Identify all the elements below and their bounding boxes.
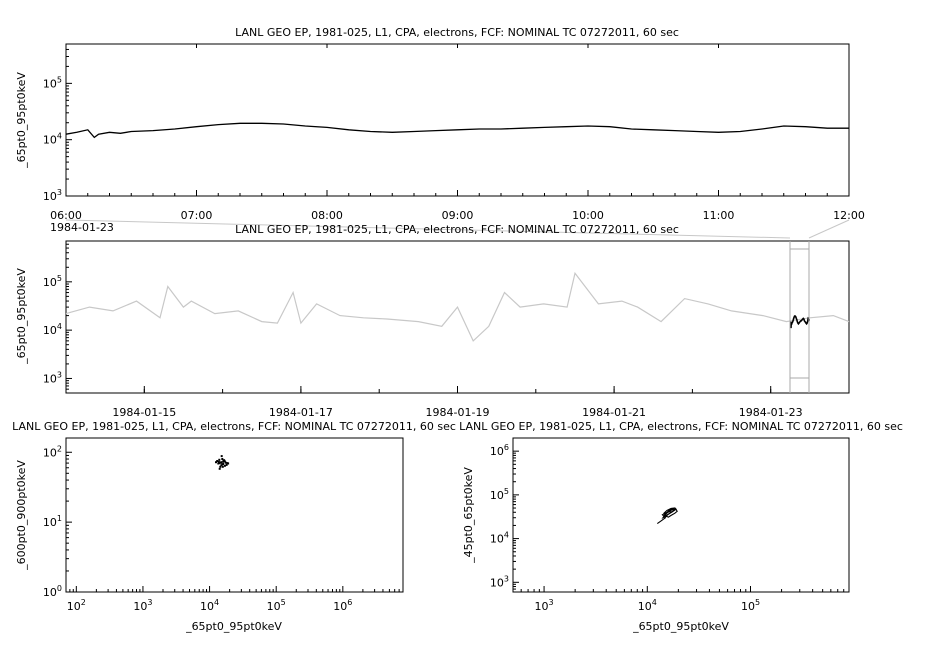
phase-xtick-label-1: 104 bbox=[638, 598, 657, 613]
top-xtick-label-5: 11:00 bbox=[703, 209, 735, 222]
top-y-axis-label: _65pt0_95pt0keV bbox=[15, 72, 28, 169]
context-series bbox=[65, 271, 850, 342]
scatter-point bbox=[219, 461, 222, 464]
phase-x-axis-label: _65pt0_95pt0keV bbox=[632, 620, 729, 633]
phase-panel: LANL GEO EP, 1981-025, L1, CPA, electron… bbox=[459, 420, 903, 633]
scatter-point bbox=[222, 460, 225, 463]
context-y-axis-label: _65pt0_95pt0keV bbox=[15, 268, 28, 365]
scatter-point bbox=[216, 460, 219, 462]
scatter-point bbox=[219, 465, 222, 468]
context-ytick-label-1: 104 bbox=[43, 322, 62, 337]
phase-xtick-label-2: 105 bbox=[741, 598, 760, 613]
zoom-connector-left bbox=[65, 219, 791, 239]
top-chart-title: LANL GEO EP, 1981-025, L1, CPA, electron… bbox=[235, 26, 679, 39]
scatter-xtick-label-0: 102 bbox=[67, 598, 86, 613]
scatter-ytick-label-2: 102 bbox=[43, 444, 62, 459]
top-date-label: 1984-01-23 bbox=[50, 221, 114, 234]
top-plot-frame bbox=[65, 43, 850, 197]
context-xtick-label-2: 1984-01-19 bbox=[426, 406, 490, 419]
scatter-y-axis-label: _600pt0_900pt0keV bbox=[15, 460, 28, 571]
scatter-xtick-label-3: 105 bbox=[267, 598, 286, 613]
scatter-point bbox=[215, 461, 217, 464]
scatter-point bbox=[223, 460, 226, 463]
context-timeseries-panel: LANL GEO EP, 1981-025, L1, CPA, electron… bbox=[15, 223, 850, 419]
scatter-point bbox=[218, 467, 221, 470]
phase-series bbox=[656, 507, 678, 525]
top-xtick-label-4: 10:00 bbox=[572, 209, 604, 222]
phase-y-axis-label: _45pt0_65pt0keV bbox=[462, 467, 475, 564]
scatter-x-axis-label: _65pt0_95pt0keV bbox=[185, 620, 282, 633]
scatter-axis-ticks: 100 101 102 102 103 104 105 106 bbox=[43, 444, 404, 613]
context-chart-title: LANL GEO EP, 1981-025, L1, CPA, electron… bbox=[235, 223, 679, 236]
scatter-point bbox=[220, 455, 223, 458]
top-series bbox=[65, 122, 849, 139]
context-xtick-label-3: 1984-01-21 bbox=[582, 406, 646, 419]
phase-ytick-label-3: 106 bbox=[490, 443, 509, 458]
phase-ytick-label-2: 105 bbox=[490, 487, 509, 502]
context-plot-frame bbox=[65, 240, 850, 394]
top-xtick-label-1: 07:00 bbox=[181, 209, 213, 222]
context-xtick-label-0: 1984-01-15 bbox=[112, 406, 176, 419]
scatter-point bbox=[225, 463, 228, 466]
scatter-point bbox=[217, 460, 220, 463]
context-series-line bbox=[65, 271, 850, 342]
scatter-xtick-label-1: 103 bbox=[133, 598, 152, 613]
scatter-point bbox=[224, 461, 227, 464]
top-timeseries-panel: LANL GEO EP, 1981-025, L1, CPA, electron… bbox=[15, 26, 865, 234]
top-ytick-label-2: 105 bbox=[43, 75, 62, 90]
scatter-point bbox=[221, 465, 224, 468]
scatter-point bbox=[221, 463, 224, 466]
top-ytick-label-0: 103 bbox=[43, 188, 62, 203]
scatter-point bbox=[218, 458, 221, 461]
scatter-point bbox=[217, 462, 220, 465]
context-axis-ticks: 103 104 105 1984-01-15 1984-01-17 1984-01-19 1… bbox=[43, 240, 850, 419]
phase-axis-ticks: 103 104 105 106 103 104 105 bbox=[490, 437, 850, 613]
context-xtick-label-1: 1984-01-17 bbox=[269, 406, 333, 419]
context-ytick-label-2: 105 bbox=[43, 274, 62, 289]
zoom-window-box bbox=[789, 241, 810, 393]
scatter-ytick-label-0: 100 bbox=[43, 584, 62, 599]
context-xtick-label-4: 1984-01-23 bbox=[739, 406, 803, 419]
scatter-plot-frame bbox=[65, 437, 404, 593]
phase-ytick-label-1: 104 bbox=[490, 531, 509, 546]
top-xtick-label-6: 12:00 bbox=[833, 209, 865, 222]
top-xtick-label-0: 06:00 bbox=[50, 209, 82, 222]
scatter-chart-title: LANL GEO EP, 1981-025, L1, CPA, electron… bbox=[12, 420, 456, 433]
top-xtick-label-2: 08:00 bbox=[311, 209, 343, 222]
scatter-point bbox=[223, 464, 226, 467]
context-ytick-label-0: 103 bbox=[43, 370, 62, 385]
phase-chart-title: LANL GEO EP, 1981-025, L1, CPA, electron… bbox=[459, 420, 903, 433]
phase-xtick-label-0: 103 bbox=[535, 598, 554, 613]
scatter-ytick-label-1: 101 bbox=[43, 514, 62, 529]
scatter-points bbox=[215, 455, 230, 470]
top-ytick-label-1: 104 bbox=[43, 132, 62, 147]
context-highlight-line bbox=[789, 315, 811, 329]
phase-ytick-label-0: 103 bbox=[490, 574, 509, 589]
scatter-xtick-label-4: 106 bbox=[333, 598, 352, 613]
zoom-connector bbox=[65, 219, 850, 239]
phase-series-line bbox=[656, 507, 678, 525]
top-xtick-label-3: 09:00 bbox=[442, 209, 474, 222]
top-axis-ticks: 103 104 105 06:00 07:00 08:00 09:00 10:00 11:00 1… bbox=[43, 43, 865, 222]
phase-plot-frame bbox=[512, 437, 850, 593]
zoom-connector-right bbox=[808, 219, 850, 239]
top-series-line bbox=[65, 122, 849, 139]
scatter-point bbox=[221, 458, 224, 460]
scatter-point bbox=[222, 459, 225, 462]
scatter-xtick-label-2: 104 bbox=[200, 598, 219, 613]
scatter-point bbox=[227, 462, 230, 465]
scatter-panel: LANL GEO EP, 1981-025, L1, CPA, electron… bbox=[12, 420, 456, 633]
